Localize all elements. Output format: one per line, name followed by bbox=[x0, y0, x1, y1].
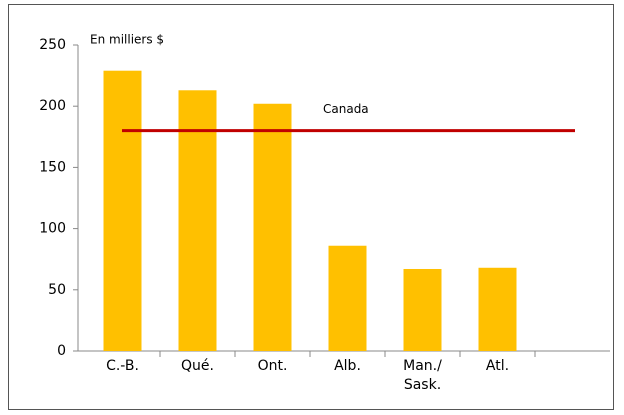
x-tick-label: Alb. bbox=[334, 358, 361, 374]
x-tick-label-box: Man./ Sask. bbox=[403, 358, 442, 393]
x-tick-label: Qué. bbox=[181, 358, 214, 374]
x-tick-label-box: Ont. bbox=[257, 358, 288, 374]
x-tick-label-box: Alb. bbox=[334, 358, 361, 374]
bar bbox=[178, 90, 217, 352]
y-tick-label: 50 bbox=[48, 282, 66, 298]
y-tick-label: 250 bbox=[39, 37, 66, 53]
bar bbox=[328, 245, 367, 351]
x-tick-label: Man./ Sask. bbox=[403, 358, 442, 393]
y-tick-label: 0 bbox=[57, 343, 66, 359]
x-tick-label: C.-B. bbox=[106, 358, 139, 374]
x-tick-label-box: Atl. bbox=[485, 358, 510, 374]
y-tick-label: 150 bbox=[39, 159, 66, 175]
bar bbox=[403, 268, 442, 351]
x-tick-label: Ont. bbox=[257, 358, 288, 374]
bar bbox=[253, 103, 292, 351]
x-tick-label-box: C.-B. bbox=[106, 358, 139, 374]
x-tick-label-box: Qué. bbox=[181, 358, 214, 374]
y-axis-label: En milliers $ bbox=[90, 33, 164, 47]
x-tick-label: Atl. bbox=[485, 358, 510, 374]
bar bbox=[478, 267, 517, 351]
y-tick-label: 100 bbox=[39, 221, 66, 237]
bar bbox=[103, 70, 142, 351]
chart-frame bbox=[8, 4, 614, 410]
reference-label: Canada bbox=[323, 102, 369, 116]
y-tick-label: 200 bbox=[39, 98, 66, 114]
